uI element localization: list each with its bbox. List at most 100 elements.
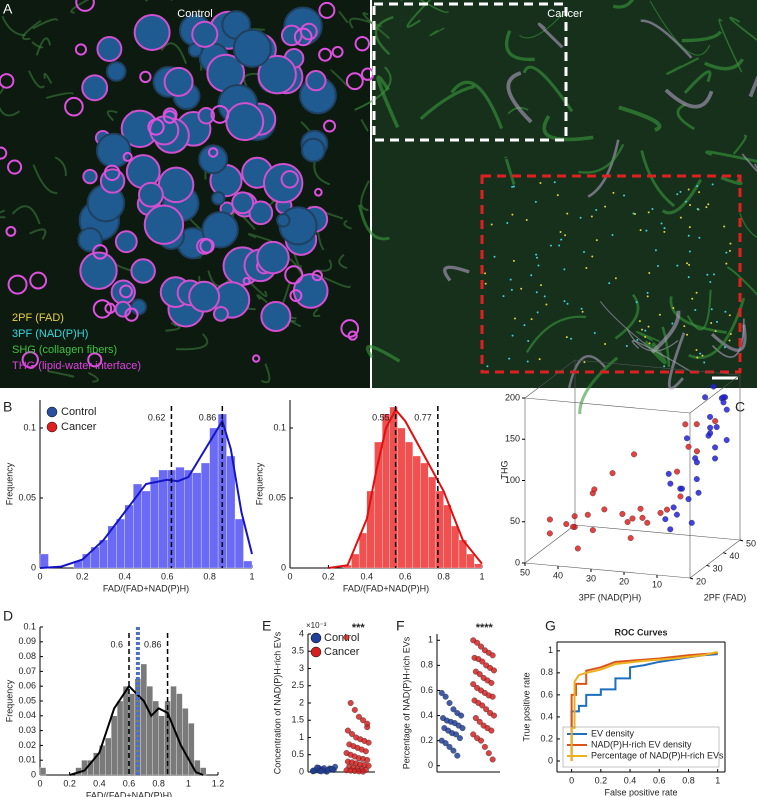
speck: [663, 230, 666, 233]
speck: [591, 255, 594, 258]
y-tick-label: 3: [299, 663, 304, 673]
speck: [558, 244, 561, 247]
legend-marker: [310, 632, 322, 644]
legend-label: NAD(P)H-rich EV density: [591, 739, 692, 749]
y-tick-label: 0.1: [23, 422, 36, 432]
lipid: [7, 159, 23, 175]
speck: [698, 191, 701, 194]
speck: [654, 249, 657, 252]
speck: [687, 276, 690, 279]
speck: [526, 360, 529, 363]
speck: [509, 278, 512, 281]
speck: [523, 324, 526, 327]
legend-label: EV density: [591, 728, 635, 738]
speck: [625, 345, 628, 348]
speck: [583, 361, 586, 364]
data-point: [365, 762, 372, 769]
cell: [130, 298, 147, 316]
speck: [611, 234, 614, 237]
cell: [191, 20, 219, 48]
lipid: [74, 43, 88, 56]
lipid: [29, 271, 48, 290]
histogram-bar: [184, 469, 193, 569]
data-point: [459, 725, 466, 732]
speck: [549, 244, 552, 247]
cancer-title: Cancer: [547, 8, 583, 20]
data-point: [546, 530, 553, 537]
significance: ***: [352, 622, 366, 634]
speck: [559, 230, 562, 233]
data-point: [479, 702, 486, 709]
panel-label: G: [545, 618, 556, 634]
speck: [644, 335, 647, 338]
lipid: [139, 70, 152, 84]
speck: [527, 339, 530, 342]
speck: [701, 354, 704, 357]
y-tick-label: 20: [696, 576, 706, 586]
data-point: [360, 768, 367, 775]
fiber: [45, 92, 75, 99]
speck: [646, 291, 649, 294]
x-tick-label: 0.4: [361, 571, 374, 581]
data-point: [446, 700, 453, 707]
legend-label: Control: [324, 632, 359, 644]
speck: [638, 320, 641, 323]
data-point: [609, 470, 616, 477]
speck: [729, 242, 732, 245]
fiber: [70, 0, 90, 14]
speck: [595, 208, 598, 211]
y-axis-label: Percentage of NAD(P)H-rich EVs: [401, 636, 411, 769]
speck: [632, 212, 635, 215]
histogram-bar: [188, 723, 195, 776]
data-point: [329, 766, 336, 773]
lipid: [318, 47, 333, 62]
fit-curve: [69, 684, 204, 776]
data-point: [723, 437, 730, 444]
speck: [560, 238, 563, 241]
fiber: [542, 114, 594, 142]
histogram-bar: [140, 663, 147, 776]
speck: [564, 234, 567, 237]
cell: [133, 13, 171, 51]
lipid: [207, 147, 219, 158]
speck: [511, 334, 514, 337]
x-tick-label: 50: [520, 567, 530, 577]
lipid: [340, 319, 360, 338]
lipid: [242, 276, 251, 285]
fiber: [175, 333, 209, 351]
lipid: [252, 354, 261, 363]
lipid: [119, 284, 133, 299]
x-tick-label: 0.2: [76, 571, 89, 581]
fiber: [35, 37, 52, 56]
data-point: [458, 712, 465, 719]
histogram-bar: [234, 518, 244, 569]
speck: [510, 288, 513, 291]
fiber: [360, 180, 370, 212]
lipid: [124, 307, 139, 322]
speck: [538, 358, 541, 361]
y-axis-label: Frequency: [4, 462, 14, 505]
y-tick-label: 1.5: [291, 715, 304, 725]
roc-line: [570, 653, 718, 761]
speck: [709, 281, 712, 284]
speck: [688, 226, 691, 229]
fiber: [578, 143, 625, 174]
fiber: [631, 340, 693, 373]
fiber: [165, 322, 181, 332]
y-tick-label: 0.08: [18, 651, 36, 661]
speck: [511, 213, 514, 216]
speck: [696, 208, 699, 211]
speck: [563, 300, 566, 303]
y-tick-label: 2.5: [291, 680, 304, 690]
histogram-bar: [39, 553, 49, 569]
histogram-bar: [182, 708, 189, 776]
histogram-bar: [192, 472, 202, 569]
x-tick-label: 20: [619, 576, 629, 586]
fiber: [661, 326, 671, 368]
fiber: [618, 105, 662, 132]
marker-label: 0.86: [144, 639, 162, 649]
channel-label: 2PF (FAD): [12, 312, 64, 324]
lipid: [293, 27, 313, 47]
data-point: [349, 731, 356, 738]
